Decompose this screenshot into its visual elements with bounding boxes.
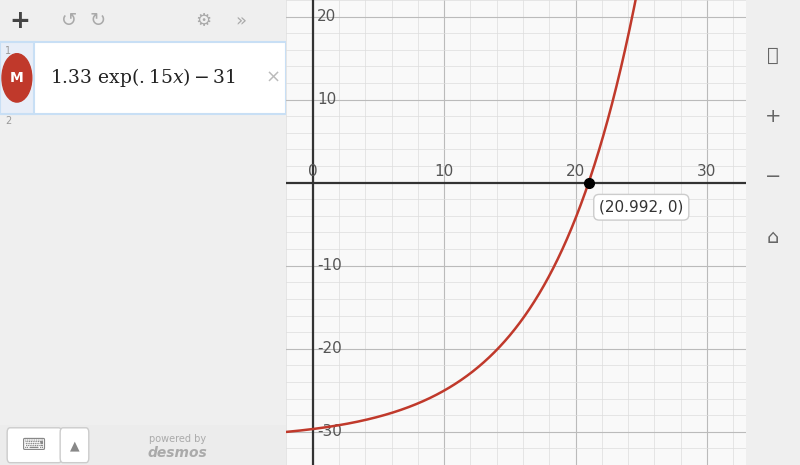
Bar bbox=[0, 425, 286, 465]
Text: 1: 1 bbox=[5, 46, 11, 56]
Text: 20: 20 bbox=[566, 164, 585, 179]
Text: M: M bbox=[10, 71, 24, 85]
Text: powered by: powered by bbox=[149, 434, 206, 445]
Text: -20: -20 bbox=[318, 341, 342, 356]
Text: ⌂: ⌂ bbox=[767, 228, 779, 246]
Text: ⌨: ⌨ bbox=[22, 437, 46, 454]
Text: 2: 2 bbox=[5, 116, 11, 126]
Bar bbox=[0, 0, 286, 42]
Text: $1.33\ \mathrm{exp}(.15x) - 31$: $1.33\ \mathrm{exp}(.15x) - 31$ bbox=[50, 66, 236, 89]
Text: 10: 10 bbox=[318, 92, 337, 107]
Text: 20: 20 bbox=[318, 9, 337, 24]
Text: 10: 10 bbox=[434, 164, 454, 179]
FancyBboxPatch shape bbox=[7, 428, 62, 463]
FancyBboxPatch shape bbox=[60, 428, 89, 463]
Text: ↺: ↺ bbox=[61, 12, 77, 30]
Text: 🔧: 🔧 bbox=[767, 46, 779, 65]
Text: ⚙: ⚙ bbox=[195, 12, 211, 30]
Bar bbox=[0, 42, 286, 114]
Text: 30: 30 bbox=[698, 164, 717, 179]
Text: 0: 0 bbox=[308, 164, 318, 179]
Text: −: − bbox=[765, 167, 782, 186]
Text: +: + bbox=[10, 9, 30, 33]
Text: ▲: ▲ bbox=[70, 439, 79, 452]
Text: -10: -10 bbox=[318, 258, 342, 273]
Text: ×: × bbox=[266, 69, 281, 87]
Text: »: » bbox=[235, 12, 246, 30]
Text: +: + bbox=[765, 107, 782, 126]
Text: (20.992, 0): (20.992, 0) bbox=[599, 200, 683, 215]
Bar bbox=[0, 42, 34, 114]
Circle shape bbox=[2, 54, 32, 102]
Text: desmos: desmos bbox=[148, 446, 207, 460]
Text: ↻: ↻ bbox=[89, 12, 106, 30]
Text: -30: -30 bbox=[318, 424, 342, 439]
